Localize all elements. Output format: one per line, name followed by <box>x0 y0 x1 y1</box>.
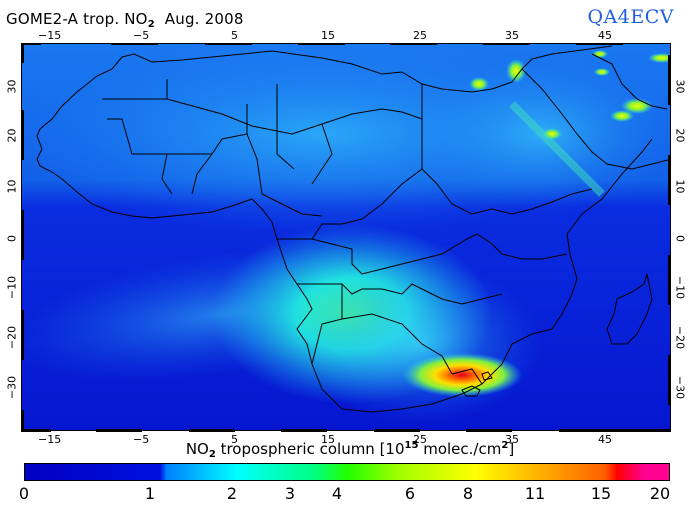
lon-tick-top: 15 <box>321 29 335 42</box>
africa-no2-heatmap <box>22 44 670 430</box>
lat-tick-left: 10 <box>5 179 19 194</box>
colorbar-tick: 0 <box>18 484 30 503</box>
label-subscript: 2 <box>208 449 216 460</box>
lon-tick-bottom: −15 <box>38 433 62 446</box>
lat-tick-left: −20 <box>5 325 19 350</box>
frame-tick <box>668 255 671 305</box>
plot-title: GOME2-A trop. NO2 Aug. 2008 <box>6 10 244 30</box>
label-text: tropospheric column [10 <box>215 440 405 458</box>
frame-tick <box>205 43 252 45</box>
lat-tick-left: 20 <box>5 128 19 143</box>
frame-tick <box>298 43 345 45</box>
lon-tick-top: 5 <box>231 29 238 42</box>
frame-tick <box>668 155 671 205</box>
frame-tick <box>559 429 671 432</box>
frame-tick <box>390 43 437 45</box>
lon-tick-bottom: 5 <box>231 433 238 446</box>
frame-tick <box>189 429 235 432</box>
frame-tick <box>21 410 24 430</box>
label-text: ] <box>508 440 515 458</box>
lon-tick-bottom: 25 <box>413 433 427 446</box>
lon-tick-bottom: −5 <box>133 433 150 446</box>
colorbar-tick: 6 <box>404 484 416 503</box>
frame-tick <box>21 110 24 160</box>
frame-tick <box>483 43 530 45</box>
colorbar-tick: 11 <box>524 484 546 503</box>
lat-tick-right: −20 <box>673 325 687 350</box>
label-text: molec./cm <box>418 440 502 458</box>
lon-tick-bottom: 45 <box>598 433 612 446</box>
colorbar <box>24 463 670 481</box>
lon-tick-top: −5 <box>133 29 150 42</box>
frame-tick <box>21 310 24 360</box>
colorbar-tick: 4 <box>331 484 343 503</box>
lon-tick-top: 25 <box>413 29 427 42</box>
lon-tick-bottom: 35 <box>505 433 519 446</box>
frame-tick <box>374 429 420 432</box>
lat-tick-right: 10 <box>673 179 687 194</box>
frame-tick <box>21 43 41 45</box>
label-text: NO <box>185 440 209 458</box>
frame-tick <box>668 55 671 105</box>
no2-map <box>21 43 671 431</box>
colorbar-label: NO2 tropospheric column [1015 molec./cm2… <box>170 440 530 460</box>
frame-tick <box>466 429 512 432</box>
lat-tick-right: 30 <box>673 79 687 94</box>
lat-tick-right: −30 <box>673 375 687 400</box>
label-superscript: 15 <box>404 440 419 451</box>
label-superscript: 2 <box>501 440 509 451</box>
lat-tick-right: −10 <box>673 275 687 300</box>
lon-tick-bottom: 15 <box>321 433 335 446</box>
title-date: Aug. 2008 <box>164 10 244 28</box>
frame-tick <box>21 429 51 432</box>
title-text: GOME2-A trop. NO <box>6 10 148 28</box>
frame-tick <box>576 43 623 45</box>
lat-tick-left: −10 <box>5 275 19 300</box>
lat-tick-left: −30 <box>5 375 19 400</box>
colorbar-tick: 3 <box>284 484 296 503</box>
frame-tick <box>21 43 24 63</box>
lon-tick-top: −15 <box>38 29 62 42</box>
frame-tick <box>281 429 327 432</box>
colorbar-tick: 1 <box>144 484 156 503</box>
colorbar-tick: 20 <box>649 484 671 503</box>
colorbar-tick: 2 <box>226 484 238 503</box>
frame-tick <box>96 429 142 432</box>
lat-tick-left: 30 <box>5 79 19 94</box>
colorbar-tick: 8 <box>462 484 474 503</box>
lon-tick-top: 45 <box>598 29 612 42</box>
brand-label: QA4ECV <box>587 6 674 28</box>
frame-tick <box>21 210 24 260</box>
lat-tick-left: 0 <box>5 235 19 242</box>
lon-tick-top: 35 <box>505 29 519 42</box>
colorbar-tick: 15 <box>590 484 612 503</box>
lat-tick-right: 0 <box>673 235 687 242</box>
lat-tick-right: 20 <box>673 128 687 143</box>
frame-tick <box>111 43 158 45</box>
title-subscript: 2 <box>147 19 155 30</box>
frame-tick <box>668 355 671 405</box>
